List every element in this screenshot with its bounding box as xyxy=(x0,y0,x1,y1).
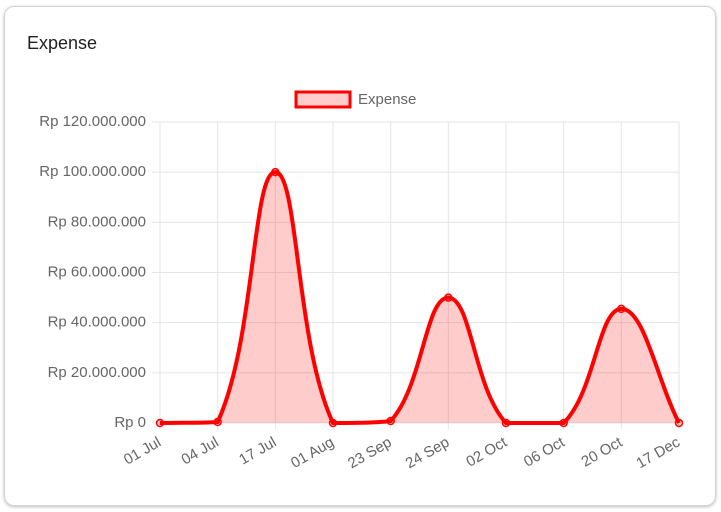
x-tick-label: 23 Sep xyxy=(345,434,395,472)
y-tick-label: Rp 20.000.000 xyxy=(48,364,146,381)
point xyxy=(501,418,511,428)
y-tick-label: Rp 0 xyxy=(114,414,146,431)
x-tick-label: 24 Sep xyxy=(403,434,453,472)
point xyxy=(213,417,222,427)
point xyxy=(155,418,165,428)
point xyxy=(271,167,280,177)
point xyxy=(444,293,453,302)
point xyxy=(386,416,395,426)
legend-swatch xyxy=(294,90,352,109)
line xyxy=(159,170,681,426)
point xyxy=(674,418,684,428)
point xyxy=(559,418,568,428)
x-tick-label: 04 Jul xyxy=(178,434,221,469)
legend-label: Expense xyxy=(358,91,416,108)
area xyxy=(160,172,679,423)
x-tick-label: 01 Jul xyxy=(121,434,164,469)
point xyxy=(328,418,338,428)
x-tick-label: 20 Oct xyxy=(579,433,626,470)
point xyxy=(617,304,626,314)
y-tick-label: Rp 100.000.000 xyxy=(39,163,146,180)
x-tick-label: 17 Jul xyxy=(236,434,279,469)
x-tick-label: 02 Oct xyxy=(463,433,510,470)
x-tick-label: 06 Oct xyxy=(521,433,568,470)
y-tick-label: Rp 80.000.000 xyxy=(48,213,146,230)
y-tick-label: Rp 120.000.000 xyxy=(39,113,146,130)
y-tick-label: Rp 40.000.000 xyxy=(48,314,146,331)
card-title: Expense xyxy=(27,33,98,53)
x-tick-label: 17 Dec xyxy=(633,433,683,472)
y-tick-label: Rp 60.000.000 xyxy=(48,263,146,280)
x-tick-label: 01 Aug xyxy=(288,434,337,472)
